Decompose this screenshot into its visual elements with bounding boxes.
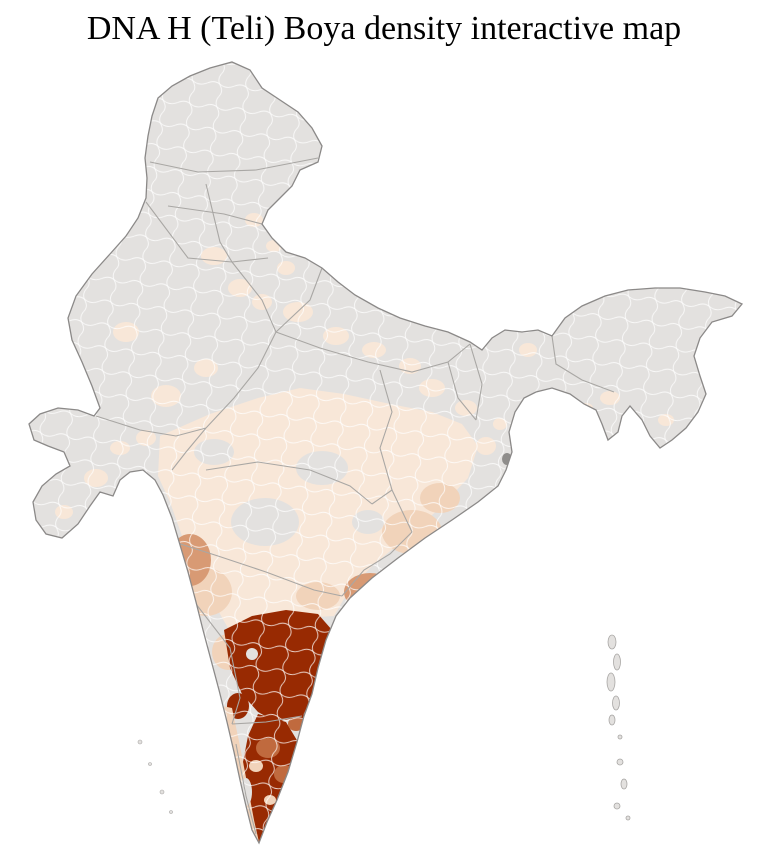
island[interactable] (606, 672, 616, 692)
island[interactable] (159, 789, 165, 795)
state-border-line (551, 335, 615, 393)
island[interactable] (137, 739, 143, 745)
island[interactable] (169, 810, 173, 814)
state-border-line (167, 205, 263, 225)
state-border-line (341, 531, 413, 597)
lakshadweep-islands (137, 739, 173, 814)
state-border-line (469, 343, 483, 421)
india-outline (28, 61, 744, 845)
state-border-line (275, 267, 323, 333)
state-border-line (95, 415, 207, 437)
island[interactable] (613, 802, 621, 810)
island[interactable] (613, 653, 621, 671)
state-border-line (195, 603, 241, 725)
state-border-line (379, 369, 393, 491)
state-border-line (167, 539, 343, 597)
state-border-line (371, 489, 413, 533)
state-border-line (205, 183, 233, 263)
island[interactable] (607, 634, 617, 650)
island[interactable] (148, 762, 152, 766)
state-border-line (171, 427, 207, 471)
state-borders (95, 157, 615, 835)
map-title: DNA H (Teli) Boya density interactive ma… (86, 10, 682, 47)
andaman-nicobar-islands (606, 634, 631, 821)
state-border-line (231, 715, 303, 725)
state-border-line (447, 361, 477, 421)
state-border-line (235, 743, 257, 835)
state-border-line (205, 261, 277, 429)
island[interactable] (616, 758, 624, 766)
district-mesh (29, 62, 742, 843)
state-border-line (275, 331, 471, 373)
island[interactable] (620, 778, 628, 790)
state-border-line (205, 461, 373, 505)
island[interactable] (617, 734, 623, 740)
island[interactable] (625, 815, 631, 821)
island[interactable] (608, 714, 616, 726)
state-border-line (149, 157, 319, 173)
state-border-line (145, 201, 233, 263)
state-border-line (231, 257, 269, 263)
island[interactable] (612, 695, 620, 711)
